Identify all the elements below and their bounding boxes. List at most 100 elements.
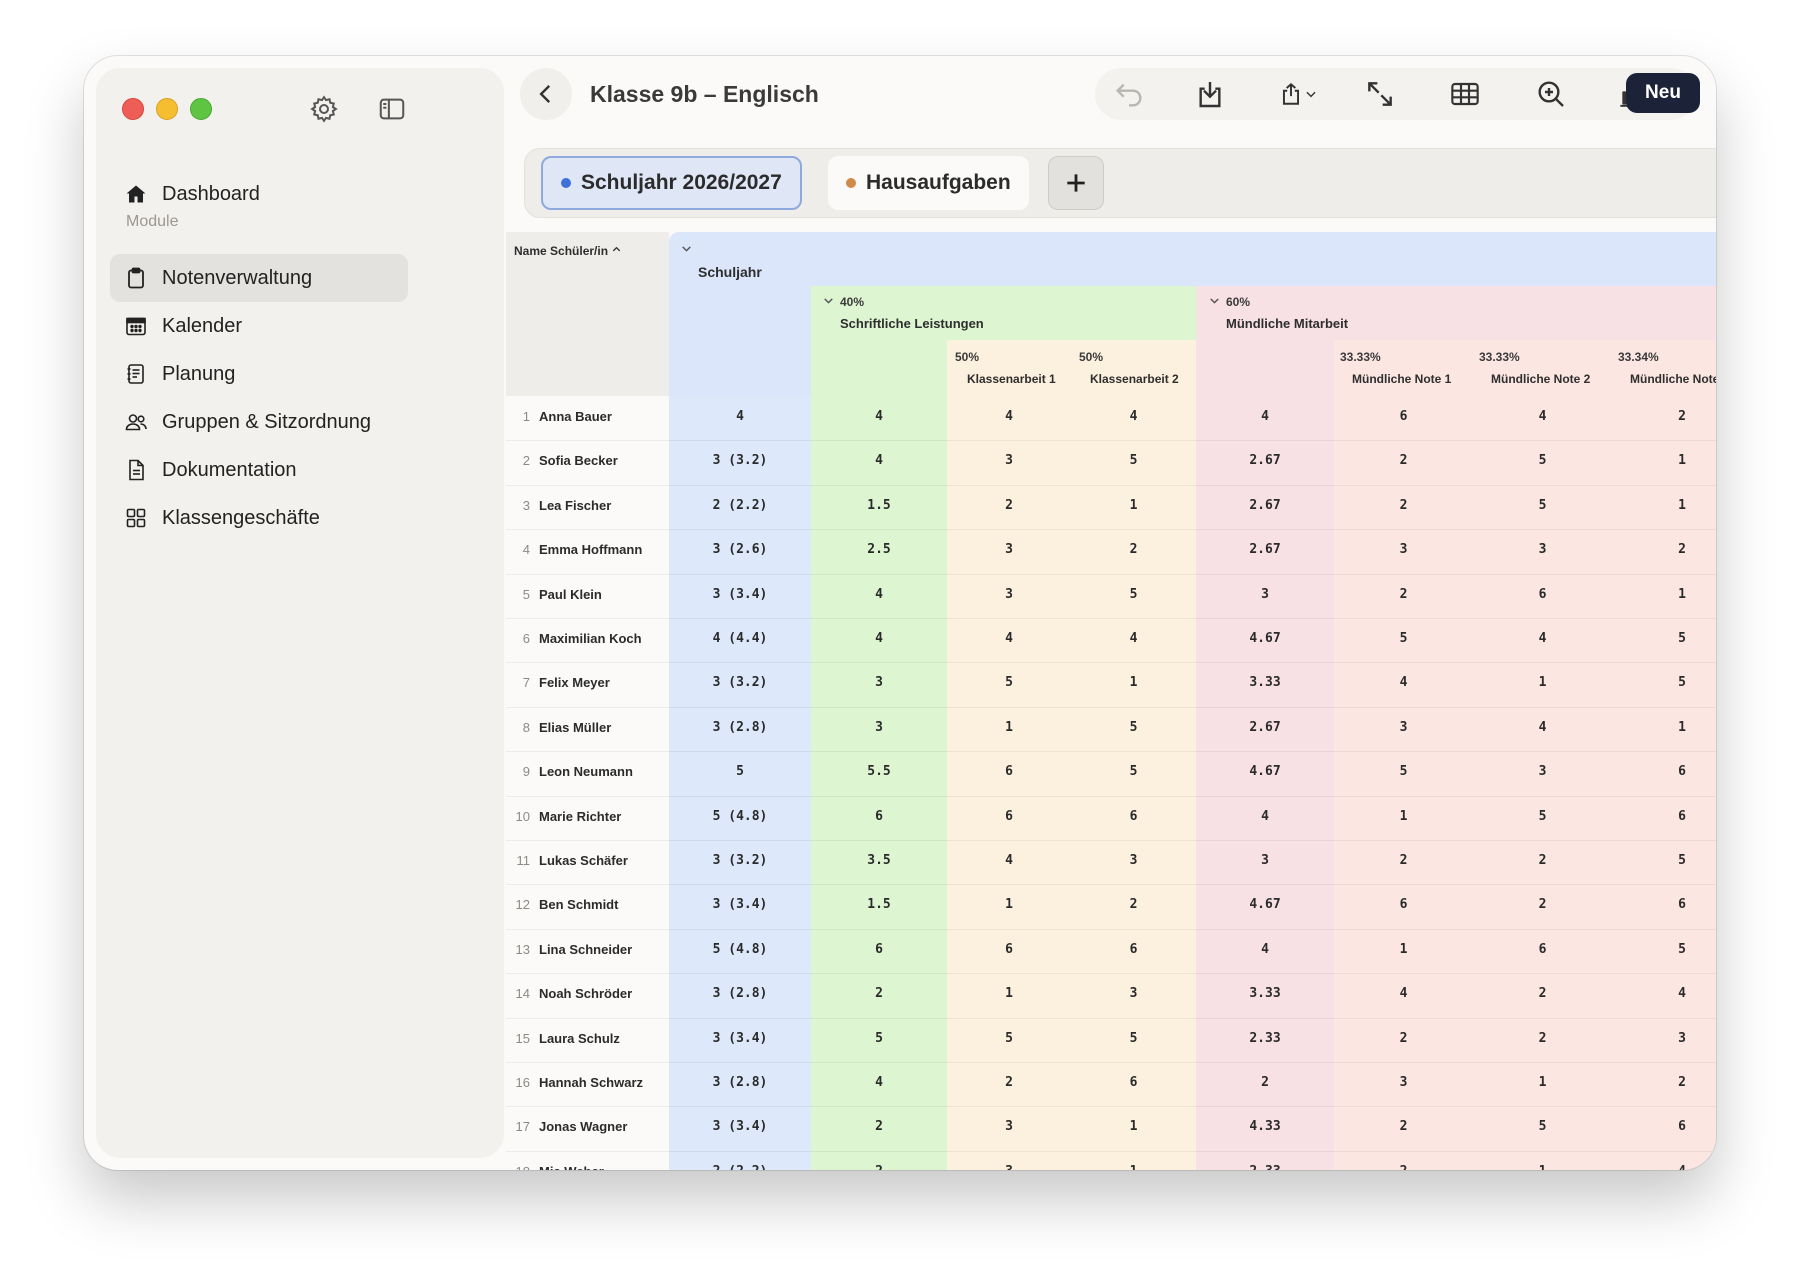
undo-button[interactable] <box>1109 76 1149 112</box>
grade-cell-m1[interactable]: 5 <box>1399 764 1408 780</box>
grade-cell-ka2[interactable]: 1 <box>1129 1119 1138 1135</box>
sidebar-item-notenverwaltung[interactable]: Notenverwaltung <box>110 254 408 302</box>
grade-cell-total[interactable]: 4 (4.4) <box>712 631 768 646</box>
grade-cell-m1[interactable]: 6 <box>1399 897 1408 913</box>
minimize-window-button[interactable] <box>156 98 178 120</box>
table-view-button[interactable] <box>1445 76 1485 112</box>
grade-cell-m2[interactable]: 2 <box>1538 986 1547 1002</box>
grade-cell-m3[interactable]: 5 <box>1678 941 1686 957</box>
grade-cell-total[interactable]: 3 (2.8) <box>712 719 768 735</box>
grade-cell-m2[interactable]: 5 <box>1538 497 1547 513</box>
grade-cell-m1[interactable]: 2 <box>1399 497 1408 513</box>
grade-cell-m3[interactable]: 1 <box>1678 497 1686 513</box>
grade-cell-ka1[interactable]: 1 <box>1005 986 1013 1002</box>
grade-cell-ka1[interactable]: 5 <box>1005 1030 1013 1046</box>
student-name[interactable]: Noah Schröder <box>539 986 633 1002</box>
sidebar-toggle-icon[interactable] <box>374 91 410 127</box>
grade-cell-ka2[interactable]: 2 <box>1129 897 1138 913</box>
grade-cell-total[interactable]: 3 (2.8) <box>712 986 768 1002</box>
grade-cell-ka2[interactable]: 2 <box>1129 542 1138 558</box>
student-name[interactable]: Lukas Schäfer <box>539 853 628 868</box>
grade-cell-oral[interactable]: 3 <box>1261 853 1269 868</box>
student-name[interactable]: Felix Meyer <box>539 675 610 691</box>
grade-cell-ka2[interactable]: 4 <box>1129 631 1138 646</box>
grade-cell-ka1[interactable]: 3 <box>1005 586 1013 602</box>
grade-cell-written[interactable]: 3 <box>875 675 883 691</box>
grade-cell-oral[interactable]: 4.67 <box>1249 764 1281 780</box>
download-button[interactable] <box>1190 76 1230 112</box>
grade-cell-m3[interactable]: 4 <box>1678 986 1686 1002</box>
tab-schuljahr[interactable]: Schuljahr 2026/2027 <box>541 156 802 210</box>
grade-cell-m3[interactable]: 6 <box>1678 808 1686 824</box>
student-name[interactable]: Ben Schmidt <box>539 897 619 913</box>
grade-cell-written[interactable]: 2.5 <box>867 542 891 558</box>
expand-button[interactable] <box>1360 76 1400 112</box>
student-name[interactable]: Marie Richter <box>539 808 622 824</box>
grade-cell-ka2[interactable]: 5 <box>1129 764 1138 780</box>
grade-cell-ka2[interactable]: 1 <box>1129 497 1138 513</box>
grade-cell-total[interactable]: 2 (2.2) <box>669 1164 811 1170</box>
grade-cell-ka2[interactable]: 6 <box>1129 808 1138 824</box>
grade-cell-total[interactable]: 5 (4.8) <box>712 941 768 957</box>
new-button[interactable]: Neu <box>1626 73 1700 113</box>
grade-cell-m1[interactable]: 2 <box>1399 453 1408 469</box>
grade-cell-oral[interactable]: 2.67 <box>1249 497 1281 513</box>
grade-cell-m1[interactable]: 3 <box>1399 1075 1408 1090</box>
student-name[interactable]: Lina Schneider <box>539 941 633 957</box>
grade-cell-written[interactable]: 2 <box>875 986 883 1002</box>
grade-cell-m3[interactable]: 2 <box>1678 1075 1686 1090</box>
sidebar-item-kalender[interactable]: Kalender <box>110 302 408 350</box>
grade-cell-written[interactable]: 1.5 <box>867 497 891 513</box>
m1-header[interactable]: Mündliche Note 1 <box>1352 372 1452 386</box>
grade-cell-ka1[interactable]: 2 <box>1005 1075 1013 1090</box>
grade-cell-ka1[interactable]: 6 <box>1005 808 1013 824</box>
grade-cell-m2[interactable]: 2 <box>1538 853 1547 868</box>
name-column-header[interactable]: Name Schüler/in <box>514 244 622 258</box>
grade-cell-m2[interactable]: 3 <box>1538 542 1547 558</box>
student-name[interactable]: Leon Neumann <box>539 764 633 780</box>
grade-cell-ka1[interactable]: 1 <box>1005 719 1013 735</box>
grade-cell-ka1[interactable]: 2 <box>1005 497 1013 513</box>
add-tab-button[interactable] <box>1048 156 1104 210</box>
collapse-written-chevron-icon[interactable] <box>822 294 835 307</box>
grade-cell-written[interactable]: 3 <box>875 719 883 735</box>
grade-cell-written[interactable]: 6 <box>875 808 883 824</box>
grade-cell-ka2[interactable]: 3 <box>1129 986 1138 1002</box>
grade-cell-written[interactable]: 6 <box>875 941 883 957</box>
grade-cell-m3[interactable]: 5 <box>1678 853 1686 868</box>
student-name[interactable]: Laura Schulz <box>539 1030 620 1046</box>
sidebar-item-dokumentation[interactable]: Dokumentation <box>110 446 408 494</box>
grade-cell-ka1[interactable]: 3 <box>947 1164 1071 1170</box>
grade-cell-oral[interactable]: 4 <box>1261 409 1269 424</box>
zoom-window-button[interactable] <box>190 98 212 120</box>
grade-cell-m2[interactable]: 5 <box>1538 1119 1547 1135</box>
grade-cell-ka2[interactable]: 3 <box>1129 853 1138 868</box>
grade-cell-m2[interactable]: 2 <box>1538 1030 1547 1046</box>
grade-cell-ka1[interactable]: 6 <box>1005 941 1013 957</box>
grade-cell-total[interactable]: 3 (2.6) <box>712 542 768 558</box>
grade-cell-oral[interactable]: 4.67 <box>1249 631 1281 646</box>
grade-cell-ka2[interactable]: 5 <box>1129 1030 1138 1046</box>
grade-cell-total[interactable]: 5 (4.8) <box>712 808 768 824</box>
grade-cell-ka1[interactable]: 3 <box>1005 542 1013 558</box>
grade-cell-m3[interactable]: 2 <box>1678 409 1686 424</box>
grade-cell-written[interactable]: 4 <box>875 631 883 646</box>
grade-cell-m3[interactable]: 6 <box>1678 897 1686 913</box>
student-name[interactable]: Jonas Wagner <box>539 1119 628 1135</box>
sidebar-item-gruppen-sitzordnung[interactable]: Gruppen & Sitzordnung <box>110 398 408 446</box>
grade-cell-m3[interactable]: 5 <box>1678 675 1686 691</box>
grade-cell-oral[interactable]: 2.67 <box>1249 719 1281 735</box>
grade-cell-written[interactable]: 2 <box>875 1119 883 1135</box>
grade-cell-written[interactable]: 1.5 <box>867 897 891 913</box>
grade-cell-m3[interactable]: 1 <box>1678 453 1686 469</box>
grade-cell-total[interactable]: 5 <box>736 764 744 780</box>
grade-cell-m1[interactable]: 5 <box>1399 631 1408 646</box>
grade-cell-oral[interactable]: 3.33 <box>1249 675 1281 691</box>
grade-cell-m2[interactable]: 6 <box>1538 941 1547 957</box>
zoom-button[interactable] <box>1531 76 1571 112</box>
grade-cell-m1[interactable]: 2 <box>1399 1030 1408 1046</box>
grade-cell-m1[interactable]: 2 <box>1399 853 1408 868</box>
ka2-header[interactable]: Klassenarbeit 2 <box>1090 372 1179 386</box>
grade-cell-m1[interactable]: 4 <box>1399 986 1408 1002</box>
grade-cell-oral[interactable]: 4 <box>1261 808 1269 824</box>
